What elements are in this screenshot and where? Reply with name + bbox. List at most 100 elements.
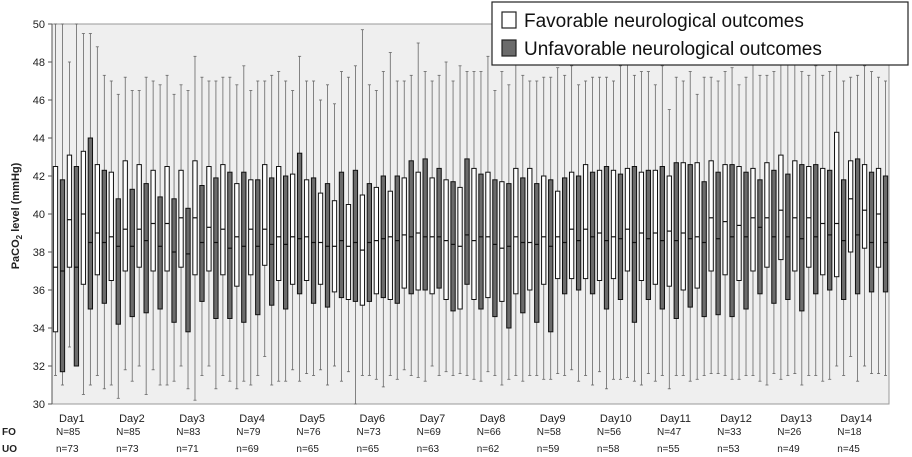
unfavorable-iqr-rect [171, 198, 177, 323]
unfavorable-box [841, 80, 847, 376]
favorable-box [331, 103, 338, 367]
favorable-box [248, 90, 254, 386]
uo-count-label: n=58 [597, 444, 620, 455]
favorable-box [875, 76, 882, 375]
favorable-iqr-rect [764, 162, 770, 268]
favorable-box [276, 71, 282, 382]
favorable-iqr-rect [289, 173, 296, 285]
favorable-box [624, 52, 631, 378]
favorable-iqr-rect [415, 171, 421, 291]
x-category-label: Day10 [600, 413, 632, 425]
favorable-box [861, 65, 868, 367]
favorable-box [401, 80, 407, 371]
unfavorable-box [868, 71, 875, 375]
favorable-iqr-rect [596, 169, 603, 281]
unfavorable-box [422, 71, 428, 382]
favorable-box [150, 80, 156, 371]
unfavorable-iqr-rect [255, 179, 261, 316]
unfavorable-iqr-rect [464, 158, 470, 285]
legend-label-favorable: Favorable neurological outcomes [524, 11, 804, 32]
unfavorable-iqr-rect [868, 171, 875, 293]
favorable-iqr-rect [820, 167, 826, 276]
fo-count-label: N=47 [657, 427, 682, 438]
unfavorable-box [813, 65, 819, 376]
fo-count-label: N=18 [837, 427, 862, 438]
favorable-box [136, 90, 142, 367]
unfavorable-iqr-rect [213, 177, 219, 319]
favorable-box [499, 71, 505, 386]
favorable-box [443, 61, 449, 373]
unfavorable-iqr-rect [882, 175, 889, 293]
favorable-iqr-rect [94, 164, 100, 276]
favorable-box [596, 76, 603, 373]
favorable-iqr-rect [276, 166, 282, 281]
unfavorable-iqr-rect [520, 177, 526, 314]
favorable-box [736, 84, 742, 380]
favorable-iqr-rect [387, 190, 393, 300]
favorable-box [778, 57, 784, 380]
favorable-box [764, 74, 770, 386]
favorable-iqr-rect [847, 160, 854, 253]
x-axis-labels: Day1 N=85 n=73 Day2 N=85 n=73 Day3 N=83 n=71 Day4… [56, 413, 872, 455]
favorable-box [429, 80, 435, 367]
unfavorable-iqr-rect [59, 179, 66, 373]
unfavorable-iqr-rect [73, 166, 80, 367]
unfavorable-box [771, 71, 777, 375]
favorable-box [541, 76, 547, 380]
uo-count-label: n=71 [176, 444, 199, 455]
unfavorable-box [785, 61, 791, 376]
favorable-box [527, 80, 533, 376]
fo-count-label: N=58 [537, 427, 562, 438]
favorable-iqr-rect [345, 204, 352, 300]
favorable-box [234, 84, 240, 390]
unfavorable-box [87, 33, 94, 386]
favorable-box [317, 99, 324, 371]
favorable-box [289, 90, 296, 371]
favorable-box [666, 109, 672, 390]
favorable-box [820, 74, 826, 382]
unfavorable-box [589, 76, 596, 386]
favorable-box [373, 90, 379, 380]
legend: Favorable neurological outcomes Unfavora… [491, 1, 909, 66]
unfavorable-iqr-rect [562, 177, 568, 295]
uo-row-label: UO [2, 444, 17, 455]
uo-count-label: n=63 [417, 444, 440, 455]
unfavorable-box [729, 67, 735, 380]
y-tick-label: 34 [33, 323, 45, 335]
fo-count-label: N=33 [717, 427, 742, 438]
unfavorable-iqr-rect [799, 164, 805, 312]
favorable-box [192, 55, 198, 401]
unfavorable-iqr-rect [645, 169, 652, 300]
unfavorable-box [687, 71, 693, 382]
unfavorable-box [645, 71, 652, 375]
favorable-iqr-rect [555, 190, 561, 280]
unfavorable-box [171, 93, 177, 382]
unfavorable-iqr-rect [631, 166, 638, 323]
y-tick-label: 44 [33, 133, 45, 145]
y-axis-title-subscript: 2 [15, 234, 24, 239]
unfavorable-iqr-rect [813, 164, 819, 295]
favorable-iqr-rect [150, 169, 156, 272]
unfavorable-iqr-rect [450, 181, 456, 312]
unfavorable-iqr-rect [129, 188, 135, 318]
unfavorable-box [603, 76, 610, 390]
unfavorable-box [854, 74, 861, 382]
uo-count-label: n=62 [477, 444, 500, 455]
favorable-iqr-rect [708, 160, 714, 272]
unfavorable-iqr-rect [534, 183, 540, 323]
favorable-iqr-rect [80, 150, 87, 285]
favorable-box [220, 76, 226, 376]
fo-count-label: N=26 [777, 427, 802, 438]
favorable-iqr-rect [471, 167, 477, 300]
unfavorable-box [352, 65, 359, 405]
favorable-box [164, 74, 170, 386]
fo-count-label: N=69 [417, 427, 442, 438]
unfavorable-iqr-rect [827, 169, 833, 291]
unfavorable-box [673, 76, 679, 376]
y-tick-label: 40 [33, 209, 45, 221]
x-category-label: Day12 [720, 413, 752, 425]
unfavorable-box [255, 80, 261, 376]
unfavorable-box [394, 80, 400, 380]
unfavorable-iqr-rect [296, 152, 303, 295]
unfavorable-box [366, 84, 373, 376]
